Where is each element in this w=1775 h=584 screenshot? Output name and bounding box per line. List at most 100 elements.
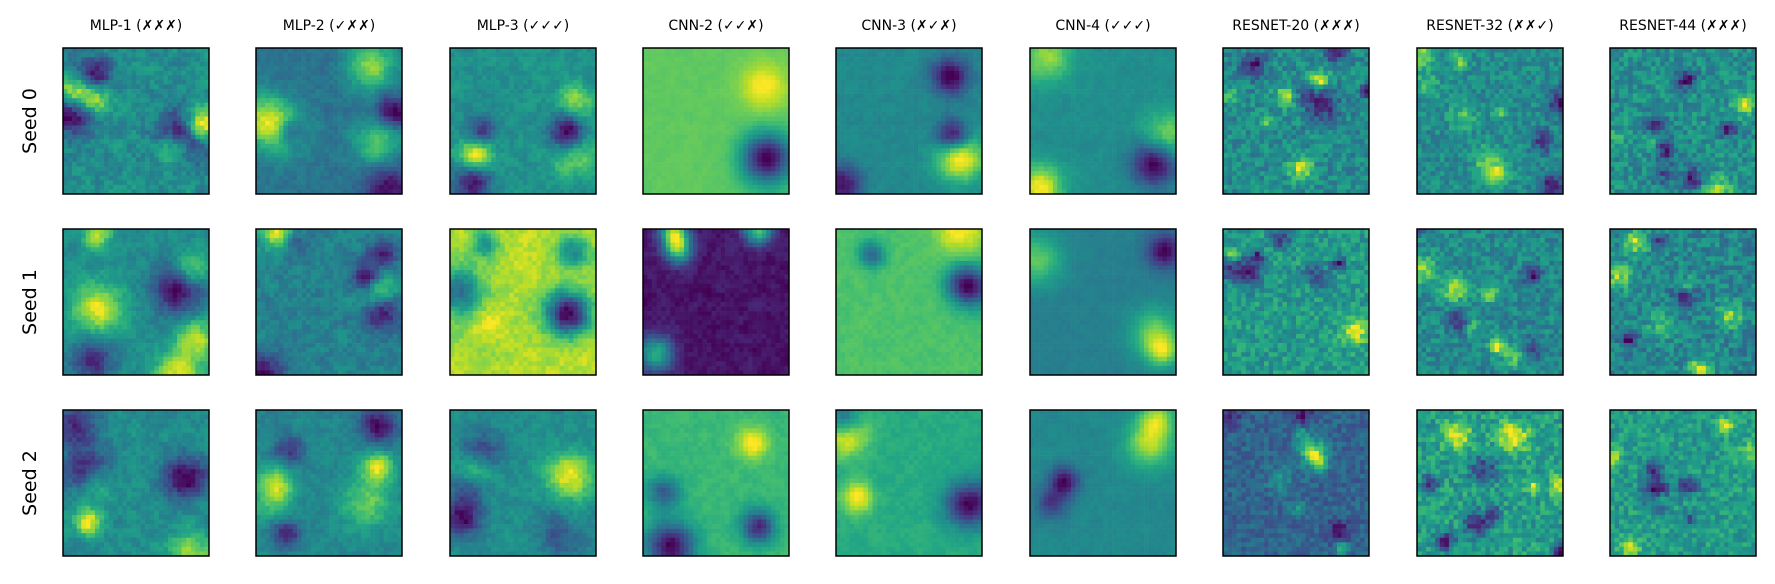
heatmap-cell <box>523 111 528 117</box>
heatmap-cell <box>684 48 689 53</box>
heatmap-cell <box>927 75 933 81</box>
heatmap-cell <box>761 143 767 149</box>
heatmap-cell <box>392 79 398 85</box>
heatmap-cell <box>922 89 928 94</box>
heatmap-cell <box>131 75 137 81</box>
heatmap-cell <box>711 116 717 122</box>
heatmap-cell <box>301 184 307 190</box>
heatmap-cell <box>131 48 137 53</box>
heatmap-cell <box>895 70 901 76</box>
heatmap-cell <box>968 148 974 154</box>
heatmap-cell <box>177 189 182 195</box>
heatmap-cell <box>775 166 781 172</box>
heatmap-cell <box>338 189 343 195</box>
heatmap-cell <box>260 152 266 158</box>
heatmap-cell <box>854 134 860 140</box>
heatmap-cell <box>167 166 173 172</box>
heatmap-cell <box>315 79 321 85</box>
heatmap-cell <box>913 148 919 154</box>
heatmap-cell <box>573 125 579 131</box>
heatmap-cell <box>450 125 455 131</box>
heatmap-cell <box>656 130 662 135</box>
heatmap-cell <box>491 107 496 113</box>
heatmap-cell <box>784 166 790 172</box>
heatmap-cell <box>181 134 187 140</box>
heatmap-cell <box>278 116 284 122</box>
heatmap-cell <box>81 111 87 117</box>
heatmap-cell <box>131 111 137 117</box>
heatmap-cell <box>577 48 583 53</box>
heatmap-cell <box>836 70 841 76</box>
heatmap-cell <box>81 61 87 67</box>
heatmap-cell <box>554 171 560 177</box>
heatmap-cell <box>550 98 556 104</box>
heatmap-cell <box>972 102 978 108</box>
heatmap-cell <box>527 143 533 149</box>
heatmap-cell <box>752 171 758 177</box>
heatmap-cell <box>319 134 325 140</box>
heatmap-cell <box>950 116 955 122</box>
heatmap-cell <box>545 79 551 85</box>
heatmap-cell <box>158 152 164 158</box>
heatmap-cell <box>500 93 506 99</box>
heatmap-cell <box>738 152 744 158</box>
heatmap-cell <box>909 166 914 172</box>
heatmap-cell <box>725 102 730 108</box>
heatmap-cell <box>573 57 579 62</box>
heatmap-cell <box>472 93 478 99</box>
heatmap-cell <box>643 52 648 58</box>
heatmap-cell <box>360 70 366 76</box>
heatmap-cell <box>154 166 160 172</box>
heatmap-cell <box>899 157 905 163</box>
heatmap-cell <box>725 171 730 177</box>
heatmap-cell <box>163 184 169 190</box>
heatmap-cell <box>63 98 68 104</box>
heatmap-cell <box>450 116 455 122</box>
heatmap-cell <box>315 148 321 154</box>
heatmap-cell <box>459 184 464 190</box>
heatmap-cell <box>126 152 132 158</box>
heatmap-cell <box>747 79 753 85</box>
heatmap-cell <box>195 143 201 149</box>
heatmap-cell <box>140 175 146 181</box>
heatmap-cell <box>370 143 375 149</box>
heatmap-cell <box>204 171 210 177</box>
heatmap-cell <box>845 152 850 158</box>
heatmap-cell <box>90 89 96 94</box>
heatmap-cell <box>697 143 703 149</box>
heatmap-cell <box>840 57 846 62</box>
heatmap-cell <box>568 139 574 145</box>
heatmap-cell <box>167 84 173 90</box>
heatmap-cell <box>149 102 155 108</box>
heatmap-cell <box>122 52 128 58</box>
heatmap-cell <box>554 121 560 126</box>
heatmap-cell <box>968 57 974 62</box>
heatmap-cell <box>766 98 772 104</box>
heatmap-cell <box>81 98 87 104</box>
heatmap-cell <box>158 125 164 131</box>
heatmap-cell <box>711 139 717 145</box>
heatmap-cell <box>770 152 776 158</box>
heatmap-cell <box>397 189 403 195</box>
heatmap-cell <box>532 107 537 113</box>
heatmap-cell <box>90 79 96 85</box>
heatmap-cell <box>500 61 506 67</box>
heatmap-cell <box>67 93 73 99</box>
heatmap-cell <box>541 157 547 163</box>
heatmap-cell <box>652 189 657 195</box>
heatmap-cell <box>81 157 87 163</box>
heatmap-cell <box>927 152 933 158</box>
heatmap-cell <box>319 130 325 135</box>
heatmap-cell <box>333 66 339 72</box>
heatmap-cell <box>149 48 155 53</box>
heatmap-cell <box>81 184 87 190</box>
heatmap-cell <box>779 52 785 58</box>
heatmap-cell <box>747 171 753 177</box>
heatmap-cell <box>310 70 316 76</box>
heatmap-cell <box>459 134 464 140</box>
heatmap-cell <box>661 143 667 149</box>
heatmap-cell <box>459 121 464 126</box>
heatmap-cell <box>577 134 583 140</box>
heatmap-cell <box>541 143 547 149</box>
heatmap-cell <box>716 89 721 94</box>
